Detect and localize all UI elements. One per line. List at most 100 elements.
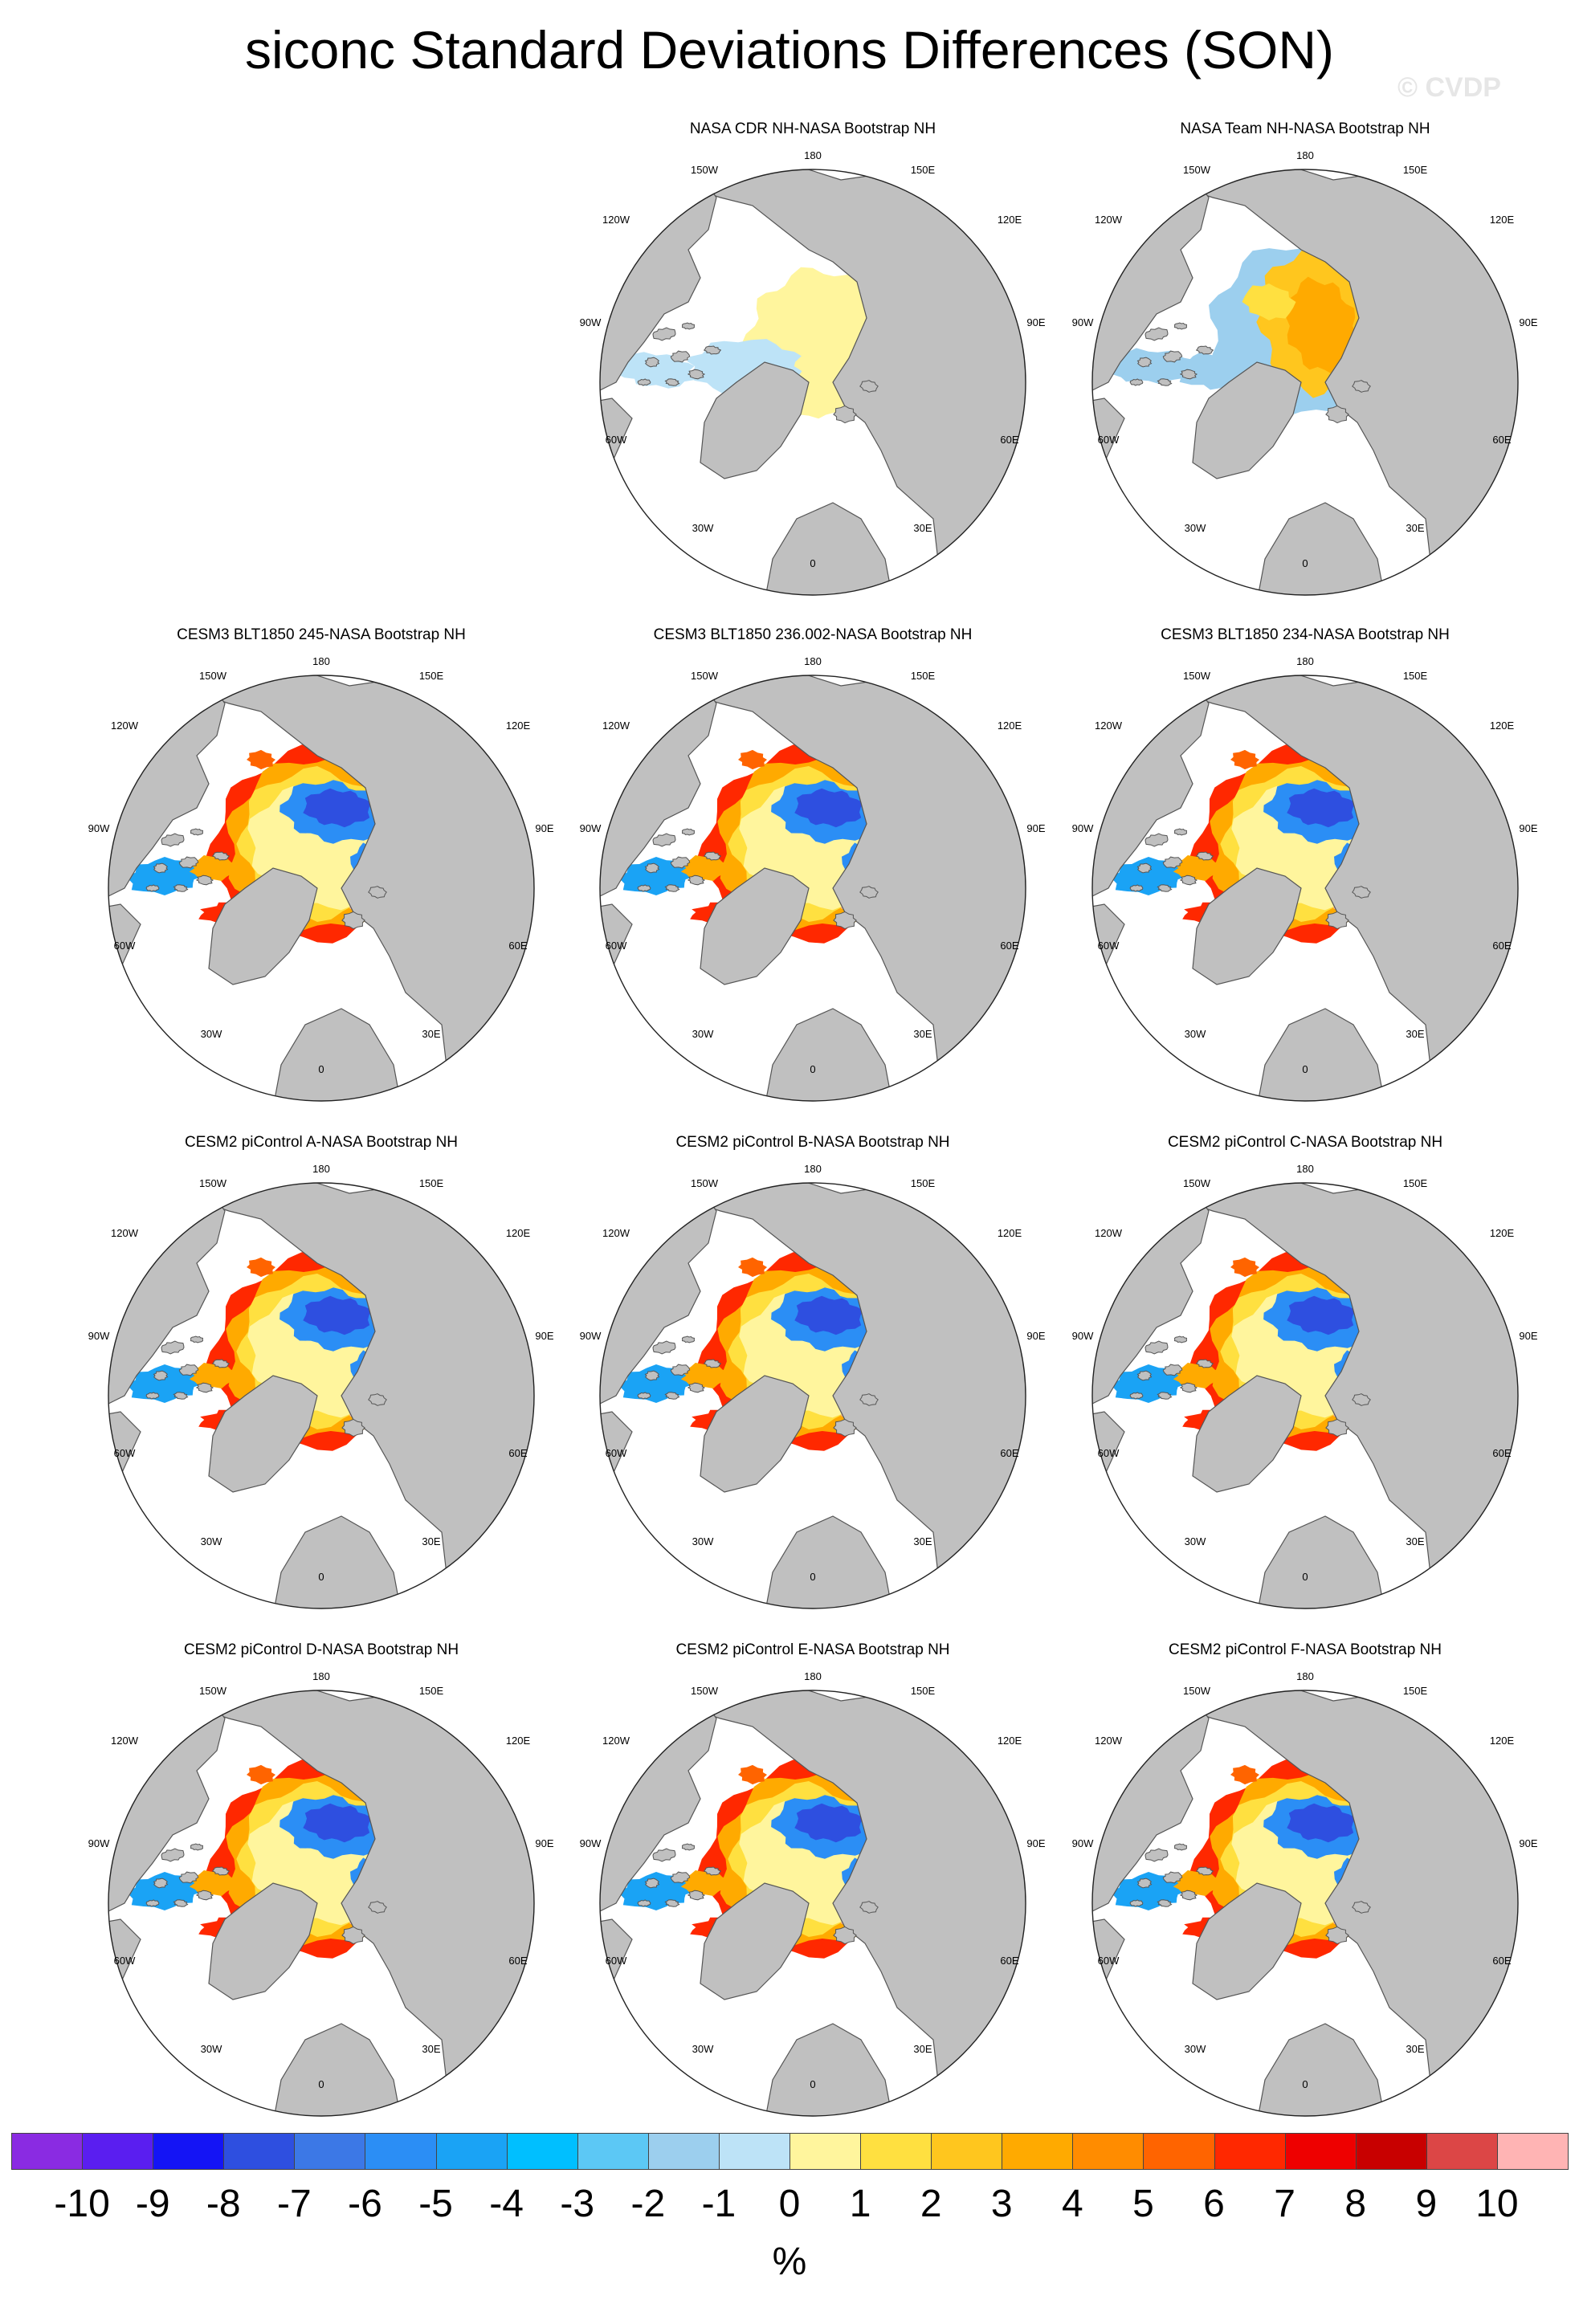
map-panel-p9: CESM2 piControl D-NASA Bootstrap NH 180 15… [76,1641,566,2139]
map-panel-p4: CESM3 BLT1850 236.002-NASA Bootstrap NH 1… [568,626,1058,1124]
lon-label-l90e: 90E [1519,316,1537,328]
lon-label-l150e: 150E [1403,1177,1428,1189]
colorbar-tick-label: -10 [54,2183,110,2225]
polar-map: 180 150W 120W 90W 60W 30W 0 30E 60E 90E 120E 150E [1072,149,1538,596]
map-panel-p11: CESM2 piControl F-NASA Bootstrap NH 180 15… [1060,1641,1550,2139]
colorbar-box [931,2133,1003,2170]
colorbar-box [1355,2133,1427,2170]
lon-label-l120w: 120W [1095,720,1123,732]
lon-label-l120w: 120W [602,214,630,226]
lon-label-l120w: 120W [1095,214,1123,226]
panel-title: CESM2 piControl E-NASA Bootstrap NH [675,1641,950,1658]
lon-label-l120e: 120E [998,1227,1022,1239]
lon-label-l90e: 90E [535,822,553,834]
lon-label-l60e: 60E [1000,940,1018,952]
lon-label-l90w: 90W [580,1837,602,1849]
lon-label-l180: 180 [312,1163,330,1175]
polar-map: 180 150W 120W 90W 60W 30W 0 30E 60E 90E 120E 150E [88,1670,554,2117]
lon-label-l0: 0 [318,2078,324,2090]
colorbar-box [1002,2133,1074,2170]
lon-label-l30e: 30E [422,1028,440,1040]
colorbar-box [11,2133,84,2170]
lon-label-l30e: 30E [1406,522,1424,534]
colorbar-tick-label: 8 [1344,2183,1367,2225]
colorbar-box [82,2133,154,2170]
colorbar-box [1072,2133,1144,2170]
colorbar-box [1426,2133,1498,2170]
lon-label-l150w: 150W [1183,670,1211,682]
lon-label-l30w: 30W [1185,1028,1206,1040]
colorbar-tick-label: -7 [277,2183,312,2225]
lon-label-l150e: 150E [1403,670,1428,682]
colorbar-box [223,2133,296,2170]
lon-label-l180: 180 [804,1670,822,1682]
lon-label-l120w: 120W [602,1735,630,1747]
lon-label-l150w: 150W [691,670,719,682]
colorbar-tick-label: 4 [1062,2183,1083,2225]
lon-label-l30w: 30W [692,1535,714,1547]
lon-label-l90w: 90W [1072,316,1094,328]
colorbar-tick-label: -1 [701,2183,736,2225]
colorbar-tick-label: 9 [1415,2183,1438,2225]
lon-label-l60e: 60E [508,1447,527,1459]
lon-label-l0: 0 [318,1063,324,1075]
lon-label-l90w: 90W [88,1330,110,1342]
polar-map: 180 150W 120W 90W 60W 30W 0 30E 60E 90E 120E 150E [88,1163,554,1609]
lon-label-l60w: 60W [1098,1955,1120,1967]
lon-label-l150w: 150W [691,1177,719,1189]
watermark: © CVDP [1397,72,1501,103]
lon-label-l180: 180 [804,655,822,667]
lon-label-l180: 180 [1296,149,1314,161]
lon-label-l90e: 90E [1519,1837,1537,1849]
lon-label-l90w: 90W [1072,822,1094,834]
lon-label-l90w: 90W [580,1330,602,1342]
lon-label-l90e: 90E [1519,822,1537,834]
lon-label-l60e: 60E [1492,1955,1511,1967]
lon-label-l90w: 90W [1072,1837,1094,1849]
lon-label-l0: 0 [1302,2078,1308,2090]
colorbar-box [435,2133,508,2170]
lon-label-l30e: 30E [1406,1028,1424,1040]
polar-map: 180 150W 120W 90W 60W 30W 0 30E 60E 90E 120E 150E [580,1670,1046,2117]
polar-map: 180 150W 120W 90W 60W 30W 0 30E 60E 90E 120E 150E [1072,655,1538,1102]
colorbar-box [647,2133,720,2170]
lon-label-l30e: 30E [913,1535,932,1547]
lon-label-l60e: 60E [1492,940,1511,952]
lon-label-l60e: 60E [508,940,527,952]
lon-label-l30w: 30W [1185,2043,1206,2055]
lon-label-l150w: 150W [691,1685,719,1697]
colorbar-box [1284,2133,1357,2170]
lon-label-l60e: 60E [508,1955,527,1967]
lon-label-l60w: 60W [114,1955,136,1967]
colorbar-tick-label: -8 [206,2183,241,2225]
lon-label-l150w: 150W [199,1177,227,1189]
panel-title: CESM2 piControl F-NASA Bootstrap NH [1168,1641,1442,1658]
colorbar-box [1214,2133,1286,2170]
map-panel-p10: CESM2 piControl E-NASA Bootstrap NH 180 15… [568,1641,1058,2139]
lon-label-l60w: 60W [114,940,136,952]
panel-title: CESM2 piControl B-NASA Bootstrap NH [675,1134,950,1151]
lon-label-l150w: 150W [1183,1685,1211,1697]
colorbar-box [294,2133,366,2170]
lon-label-l0: 0 [810,2078,815,2090]
colorbar-box [718,2133,790,2170]
lon-label-l90w: 90W [88,1837,110,1849]
colorbar-tick-label: -5 [418,2183,453,2225]
map-panel-p6: CESM2 piControl A-NASA Bootstrap NH 180 15… [76,1134,566,1632]
colorbar-box [506,2133,578,2170]
lon-label-l60e: 60E [1000,434,1018,446]
lon-label-l90w: 90W [580,316,602,328]
lon-label-l120w: 120W [111,1227,139,1239]
lon-label-l180: 180 [804,1163,822,1175]
colorbar-tick-label: -3 [560,2183,595,2225]
lon-label-l120e: 120E [506,1227,531,1239]
lon-label-l60e: 60E [1000,1955,1018,1967]
colorbar-box [365,2133,437,2170]
map-panel-p5: CESM3 BLT1850 234-NASA Bootstrap NH 180 15… [1060,626,1550,1124]
colorbar-box [153,2133,225,2170]
lon-label-l60e: 60E [1492,1447,1511,1459]
lon-label-l150e: 150E [419,1685,444,1697]
colorbar [11,2133,1569,2171]
map-panel-p8: CESM2 piControl C-NASA Bootstrap NH 180 15… [1060,1134,1550,1632]
lon-label-l60w: 60W [606,434,627,446]
